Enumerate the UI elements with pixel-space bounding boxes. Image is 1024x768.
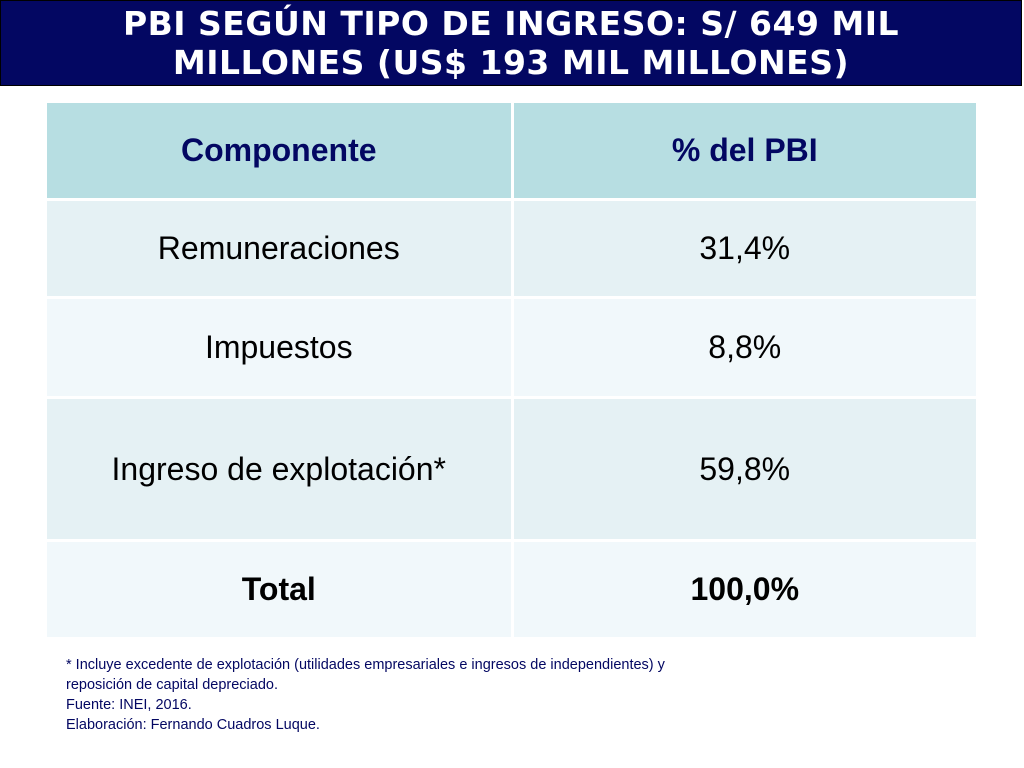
table-row: Remuneraciones 31,4% [47,199,976,299]
table-row: Impuestos 8,8% [47,297,976,399]
table-header-row: Componente % del PBI [47,103,976,201]
cell-percent: 31,4% [512,199,976,299]
cell-total-value: 100,0% [512,540,976,637]
footnotes: * Incluye excedente de explotación (util… [66,655,665,735]
cell-percent: 59,8% [512,397,976,542]
cell-component: Impuestos [47,297,514,399]
footnote-line-2: reposición de capital depreciado. [66,677,278,693]
source-note: Fuente: INEI, 2016. [66,697,192,713]
author-note: Elaboración: Fernando Cuadros Luque. [66,717,320,733]
cell-total-label: Total [47,540,514,637]
table-total-row: Total 100,0% [47,540,976,637]
table-row: Ingreso de explotación* 59,8% [47,397,976,542]
title-line-1: PBI SEGÚN TIPO DE INGRESO: S/ 649 MIL [122,4,900,43]
cell-percent: 8,8% [512,297,976,399]
cell-component: Remuneraciones [47,199,514,299]
header-pct-pbi: % del PBI [512,103,976,201]
header-componente: Componente [47,103,514,201]
gdp-income-table: Componente % del PBI Remuneraciones 31,4… [47,103,976,637]
cell-component: Ingreso de explotación* [47,397,514,542]
title-line-2: MILLONES (US$ 193 MIL MILLONES) [172,43,850,82]
title-banner: PBI SEGÚN TIPO DE INGRESO: S/ 649 MIL MI… [0,0,1022,86]
footnote-line-1: * Incluye excedente de explotación (util… [66,657,665,673]
